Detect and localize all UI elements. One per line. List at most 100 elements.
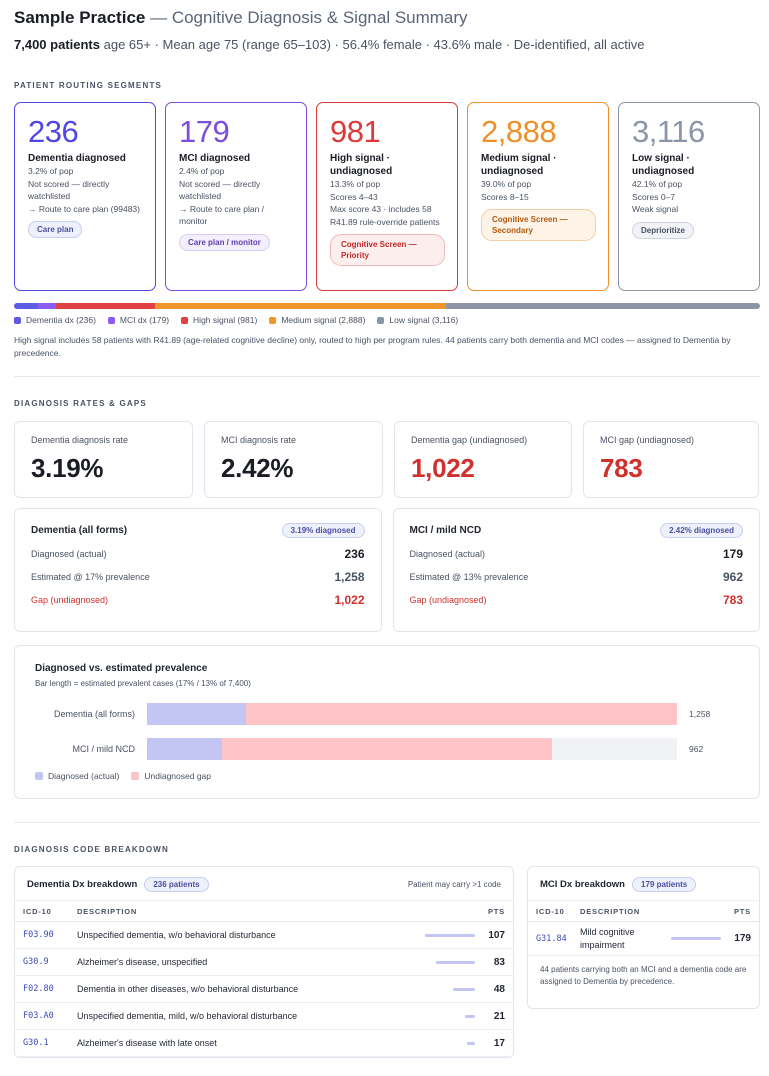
icd10-code: F02.80 [23, 984, 54, 994]
distribution-segment [55, 303, 155, 309]
icd10-code: G31.84 [536, 933, 567, 944]
distribution-segment [14, 303, 38, 309]
segment-card: 2,888 Medium signal · undiagnosed 39.0% of… [467, 102, 609, 291]
table-row: F03.90 Unspecified dementia, w/o behavior… [15, 922, 513, 949]
est-line: Estimated @ 13% prevalence 962 [410, 570, 744, 584]
gap-value: 783 [722, 593, 743, 607]
routing-note: High signal includes 58 patients with R4… [14, 335, 731, 358]
population-meta: age 65+ · Mean age 75 (range 65–103) · 5… [100, 37, 645, 52]
est-value: 962 [722, 570, 743, 584]
kpi-card: Dementia diagnosis rate 3.19% [14, 421, 193, 498]
diag-value: 236 [344, 547, 365, 561]
kpi-card: MCI diagnosis rate 2.42% [204, 421, 383, 498]
segment-legend: Dementia dx (236) MCI dx (179) High signal… [14, 315, 760, 325]
count-bar [671, 937, 721, 940]
gap-line: Gap (undiagnosed) 1,022 [31, 593, 365, 607]
prevalence-row: MCI / mild NCD 962 [35, 738, 739, 760]
segment-distribution-bar [14, 303, 760, 309]
mci-count-pill: 179 patients [632, 877, 697, 892]
segment-card: 236 Dementia diagnosed 3.2% of pop Not scor… [14, 102, 156, 291]
gap-cards: Dementia (all forms) 3.19% diagnosed Diagn… [14, 508, 760, 632]
kpi-value: 783 [600, 453, 643, 483]
segment-action-button[interactable]: Deprioritize [632, 221, 695, 239]
est-label: Estimated @ 13% prevalence [409, 572, 529, 582]
patient-count: 179 [734, 933, 751, 944]
bar-wrap [670, 937, 721, 940]
prevalence-total: 962 [689, 744, 704, 754]
bar-wrap [423, 1041, 475, 1045]
count-bar [452, 987, 475, 991]
gap-value: 1,022 [334, 593, 365, 607]
diag-value: 179 [722, 547, 743, 561]
segment-card: 179 MCI diagnosed 2.4% of pop Not scored — … [165, 102, 307, 291]
dementia-code-table: Dementia Dx breakdown 236 patients Patie… [14, 866, 514, 1058]
segment-name: Dementia diagnosed [28, 153, 126, 164]
segment-action-button[interactable]: Care plan / monitor [179, 233, 270, 251]
gap-card: MCI / mild NCD 2.42% diagnosed Diagnosed (… [392, 508, 760, 632]
col-description: DESCRIPTION [77, 906, 138, 916]
code-description: Alzheimer's disease, unspecified [77, 957, 208, 967]
kpi-value: 3.19% [31, 453, 104, 483]
distribution-segment [445, 303, 760, 309]
code-description: Unspecified dementia, w/o behavioral dis… [77, 930, 276, 940]
prevalence-total: 1,258 [689, 709, 711, 719]
legend-label: Medium signal (2,888) [281, 315, 366, 325]
code-description: Alzheimer's disease with late onset [77, 1038, 217, 1048]
legend-swatch [181, 317, 189, 324]
prevalence-legend: Diagnosed (actual) Undiagnosed gap [35, 771, 211, 781]
mci-column-headers: ICD-10 DESCRIPTION PTS [528, 900, 759, 922]
table-row: F02.80 Dementia in other diseases, w/o be… [15, 976, 513, 1003]
kpi-label: MCI diagnosis rate [221, 435, 297, 445]
patient-count: 48 [493, 983, 505, 995]
diag-line: Diagnosed (actual) 236 [31, 547, 365, 561]
prevalence-row: Dementia (all forms) 1,258 [35, 703, 739, 725]
icd10-code: G30.1 [23, 1038, 49, 1048]
segment-detail: Weak signal [632, 204, 679, 214]
icd10-code: F03.90 [23, 930, 54, 940]
dementia-table-note: Patient may carry >1 code [407, 880, 501, 889]
distribution-segment [154, 303, 446, 309]
gap-card-header: Dementia (all forms) 3.19% diagnosed [31, 523, 365, 538]
estimated-bar [147, 703, 677, 725]
gap-line: Gap (undiagnosed) 783 [410, 593, 744, 607]
legend-swatch [377, 317, 385, 324]
diagnosed-rate-pill: 3.19% diagnosed [281, 523, 365, 538]
segment-detail: Scores 4–43 [330, 191, 378, 202]
kpi-value: 2.42% [221, 453, 294, 483]
title-separator: — [145, 8, 172, 27]
count-bar [436, 960, 475, 964]
legend-item: High signal (981) [181, 315, 257, 325]
icd10-code: F03.A0 [23, 1011, 54, 1021]
segment-action-button[interactable]: Care plan [28, 221, 83, 238]
patient-count: 21 [493, 1010, 505, 1022]
patient-count: 83 [493, 956, 505, 968]
gap-label: Gap (undiagnosed) [31, 595, 109, 605]
segment-count: 2,888 [481, 114, 557, 149]
segment-action-button[interactable]: Cognitive Screen — Priority [330, 234, 445, 266]
segment-count: 179 [179, 114, 230, 149]
code-breakdown-row: Dementia Dx breakdown 236 patients Patie… [14, 866, 760, 1058]
segment-action-button[interactable]: Cognitive Screen — Secondary [481, 209, 596, 241]
table-row: F03.A0 Unspecified dementia, mild, w/o be… [15, 1003, 513, 1030]
diag-label: Diagnosed (actual) [31, 549, 107, 559]
gap-card-title: Dementia (all forms) [31, 525, 128, 536]
page-subtitle: Cognitive Diagnosis & Signal Summary [171, 8, 468, 27]
legend-swatch [269, 317, 277, 324]
code-description: Mild cognitive impairment [580, 926, 635, 950]
kpi-label: Dementia gap (undiagnosed) [411, 435, 528, 445]
diag-line: Diagnosed (actual) 179 [410, 547, 744, 561]
prevalence-track [147, 703, 677, 725]
legend-label: High signal (981) [193, 315, 258, 325]
patient-count: 7,400 patients [14, 37, 100, 52]
legend-swatch [14, 317, 21, 324]
legend-label: MCI dx (179) [119, 315, 170, 325]
table-row: G30.9 Alzheimer's disease, unspecified 83 [15, 949, 513, 976]
count-bar [465, 1014, 475, 1018]
segment-detail: Not scored — directly watchlisted [179, 178, 261, 202]
segment-cards: 236 Dementia diagnosed 3.2% of pop Not scor… [14, 102, 760, 291]
est-label: Estimated @ 17% prevalence [31, 572, 150, 582]
rates-section-label: Diagnosis rates & gaps [14, 399, 147, 408]
diagnosed-rate-pill: 2.42% diagnosed [660, 523, 743, 538]
segment-detail: 13.3% of pop [330, 179, 381, 189]
